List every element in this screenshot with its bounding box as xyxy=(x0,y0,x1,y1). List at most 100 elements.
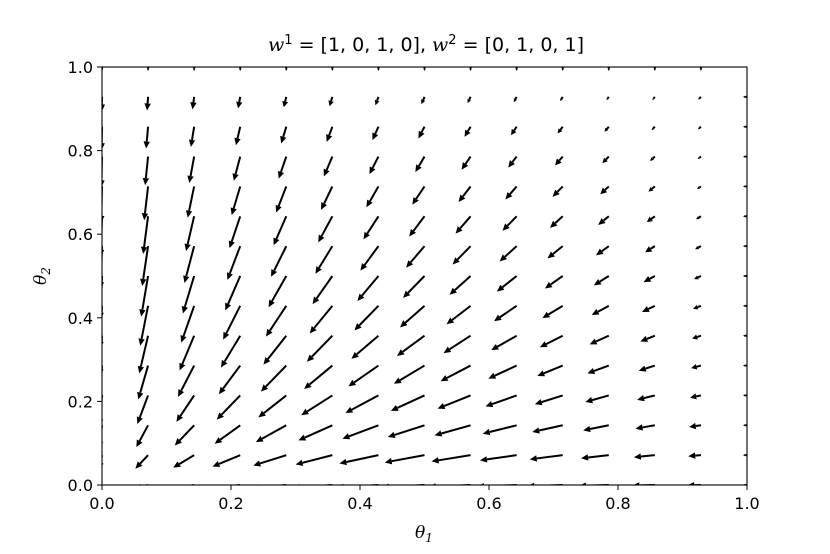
arrow-head xyxy=(697,127,701,130)
arrow-head xyxy=(743,185,746,188)
arrow-shaft xyxy=(236,126,242,139)
arrow-head xyxy=(635,424,643,431)
arrow-head xyxy=(640,335,649,342)
arrow-head xyxy=(694,275,699,280)
arrow-head xyxy=(743,364,746,367)
arrow-head xyxy=(648,186,654,192)
arrow-head xyxy=(384,458,393,465)
arrow-head xyxy=(216,412,224,420)
arrow-head xyxy=(743,454,746,457)
arrow-head xyxy=(696,216,700,220)
arrow-head xyxy=(236,101,243,109)
arrow-head xyxy=(691,364,698,370)
arrow-head xyxy=(585,397,593,404)
arrow-shaft xyxy=(366,215,380,235)
arrow-shaft xyxy=(541,394,564,404)
arrow-head xyxy=(323,168,330,177)
arrow-head xyxy=(193,68,196,71)
arrow-shaft xyxy=(323,185,334,204)
arrow-head xyxy=(144,103,151,111)
x-tick-label: 0.2 xyxy=(218,494,243,513)
arrow-head xyxy=(437,403,446,409)
arrow-head xyxy=(552,189,560,197)
arrow-head xyxy=(464,129,471,137)
arrow-shaft xyxy=(399,364,426,382)
arrow-head xyxy=(560,98,563,102)
arrow-shaft xyxy=(462,185,472,198)
arrow-shaft xyxy=(595,334,610,343)
arrow-head xyxy=(295,459,304,466)
arrow-shaft xyxy=(394,424,425,436)
x-tick-label: 0.0 xyxy=(89,494,114,513)
arrow-shaft xyxy=(418,156,426,167)
arrow-head xyxy=(412,197,419,205)
arrow-head xyxy=(268,299,275,308)
arrow-head xyxy=(491,343,499,351)
arrow-head xyxy=(689,422,697,430)
arrow-shaft xyxy=(486,454,517,461)
arrow-head xyxy=(602,157,608,164)
arrow-head xyxy=(651,127,655,131)
arrow-head xyxy=(607,68,610,71)
arrow-shaft xyxy=(599,275,610,283)
arrow-head xyxy=(697,186,700,190)
arrow-shaft xyxy=(543,364,564,375)
arrow-head xyxy=(228,240,235,249)
arrow-shaft xyxy=(348,424,379,438)
arrow-shaft xyxy=(409,245,426,263)
arrow-head xyxy=(695,245,700,250)
y-tick-label: 0.6 xyxy=(68,225,93,244)
arrow-head xyxy=(396,349,405,356)
arrow-shaft xyxy=(396,394,425,409)
arrow-head xyxy=(179,362,186,371)
arrow-head xyxy=(502,223,510,231)
arrow-head xyxy=(645,246,653,253)
arrow-head xyxy=(555,158,562,166)
x-tick-label: 1.0 xyxy=(734,494,759,513)
arrow-shaft xyxy=(185,245,196,277)
arrow-head xyxy=(354,323,362,331)
arrow-shaft xyxy=(601,245,610,253)
arrow-head xyxy=(174,438,182,446)
arrow-shaft xyxy=(514,96,518,100)
arrow-head xyxy=(102,249,105,255)
arrow-shaft xyxy=(139,454,149,465)
arrow-head xyxy=(537,370,546,377)
quiver-arrows xyxy=(102,67,747,485)
arrow-shaft xyxy=(391,454,425,463)
arrow-head xyxy=(400,320,408,328)
arrow-head xyxy=(510,128,517,136)
arrow-head xyxy=(591,308,600,316)
arrow-head xyxy=(366,199,373,208)
arrow-head xyxy=(188,139,196,147)
arrow-shaft xyxy=(511,155,518,163)
arrow-shaft xyxy=(649,245,656,250)
arrow-shaft xyxy=(536,454,563,460)
arrow-shaft xyxy=(230,215,242,242)
arrow-shaft xyxy=(269,305,288,332)
arrow-shaft xyxy=(138,395,150,418)
arrow-head xyxy=(140,246,148,254)
arrow-head xyxy=(221,359,228,368)
arrow-shaft xyxy=(468,96,472,101)
arrow-head xyxy=(688,452,696,459)
arrow-head xyxy=(469,68,472,71)
arrow-head xyxy=(499,254,508,262)
arrow-head xyxy=(529,455,538,462)
arrow-head xyxy=(374,99,380,106)
arrow-head xyxy=(360,263,368,271)
arrow-head xyxy=(258,410,266,418)
arrow-shaft xyxy=(284,96,288,102)
arrow-head xyxy=(102,419,104,422)
arrow-shaft xyxy=(404,305,426,324)
arrow-head xyxy=(146,68,150,71)
arrow-head xyxy=(743,155,746,158)
arrow-shaft xyxy=(589,424,609,430)
arrow-head xyxy=(326,134,333,142)
arrow-head xyxy=(138,338,145,346)
arrow-shaft xyxy=(602,215,610,222)
arrow-shaft xyxy=(402,334,426,353)
arrow-head xyxy=(488,372,497,379)
arrow-head xyxy=(539,341,548,348)
arrow-head xyxy=(214,437,223,444)
